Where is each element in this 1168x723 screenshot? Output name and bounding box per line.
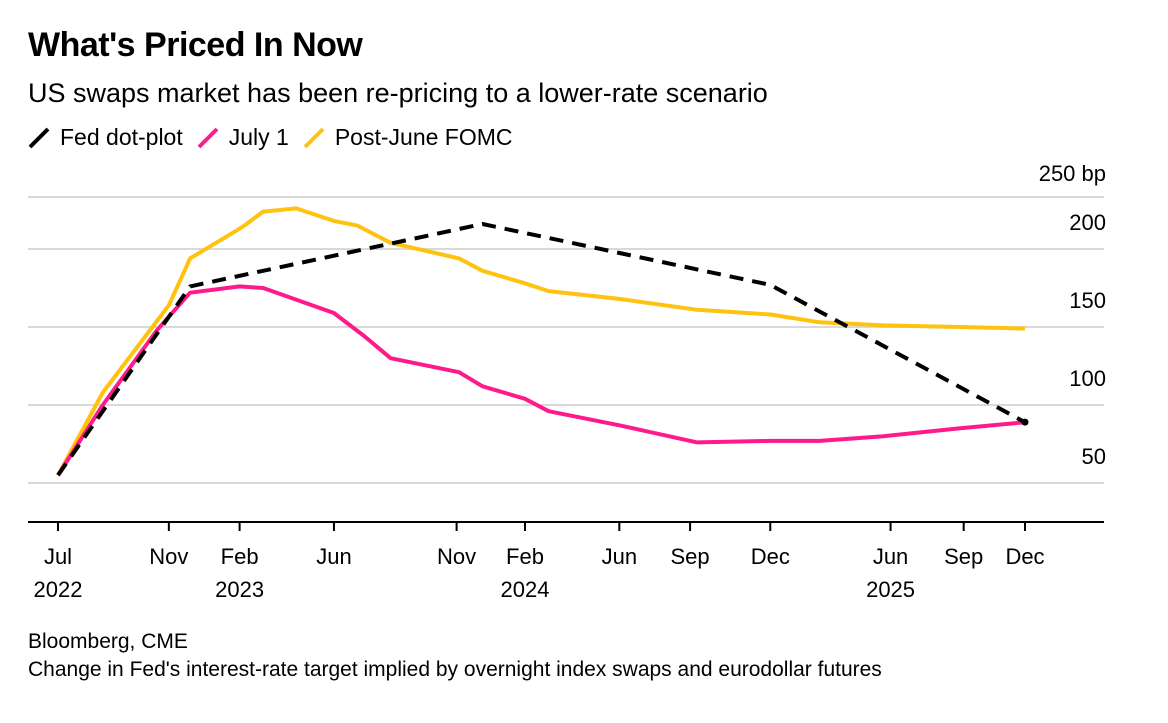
- legend-swatch-july-1: [197, 127, 219, 148]
- x-tick-label: Feb: [221, 544, 259, 569]
- x-tick-label: Dec: [751, 544, 790, 569]
- chart-title: What's Priced In Now: [28, 26, 363, 64]
- y-tick-label: 200: [1069, 210, 1106, 235]
- x-tick-label: Nov: [149, 544, 188, 569]
- chart-subtitle: US swaps market has been re-pricing to a…: [28, 78, 768, 108]
- series-line-post-june-fomc: [56, 206, 1026, 477]
- x-tick-year-label: 2025: [866, 577, 915, 602]
- x-tick-label: Jul: [44, 544, 72, 569]
- x-tick-label: Jun: [602, 544, 637, 569]
- series-end-marker: [1021, 418, 1029, 426]
- x-tick-year-label: 2023: [215, 577, 264, 602]
- legend-label-fed-dot-plot: Fed dot-plot: [60, 124, 183, 150]
- x-tick-label: Jun: [316, 544, 351, 569]
- legend-swatch-post-june-fomc: [303, 127, 325, 148]
- x-tick-year-label: 2024: [501, 577, 550, 602]
- series-line-july-1: [56, 284, 1026, 477]
- x-tick-label: Jun: [873, 544, 908, 569]
- y-tick-label: 250 bp: [1039, 161, 1106, 186]
- x-tick-label: Dec: [1005, 544, 1044, 569]
- y-tick-label: 150: [1069, 288, 1106, 313]
- x-tick-label: Sep: [944, 544, 983, 569]
- y-tick-label: 100: [1069, 366, 1106, 391]
- x-tick-label: Sep: [671, 544, 710, 569]
- x-tick-year-label: 2022: [34, 577, 83, 602]
- series-line-fed-dot-plot: [56, 222, 1026, 477]
- legend: Fed dot-plot July 1 Post-June FOMC: [28, 124, 527, 151]
- y-tick-label: 50: [1082, 444, 1106, 469]
- legend-swatch-fed-dot-plot: [28, 127, 50, 148]
- legend-item-fed-dot-plot: Fed dot-plot: [28, 124, 183, 151]
- legend-label-post-june-fomc: Post-June FOMC: [334, 124, 513, 150]
- legend-item-july-1: July 1: [197, 124, 289, 151]
- legend-item-post-june-fomc: Post-June FOMC: [303, 124, 513, 151]
- x-tick-label: Feb: [506, 544, 544, 569]
- footnote: Change in Fed's interest-rate target imp…: [28, 658, 882, 681]
- x-tick-label: Nov: [437, 544, 476, 569]
- source-note: Bloomberg, CME: [28, 630, 188, 653]
- legend-label-july-1: July 1: [228, 124, 289, 150]
